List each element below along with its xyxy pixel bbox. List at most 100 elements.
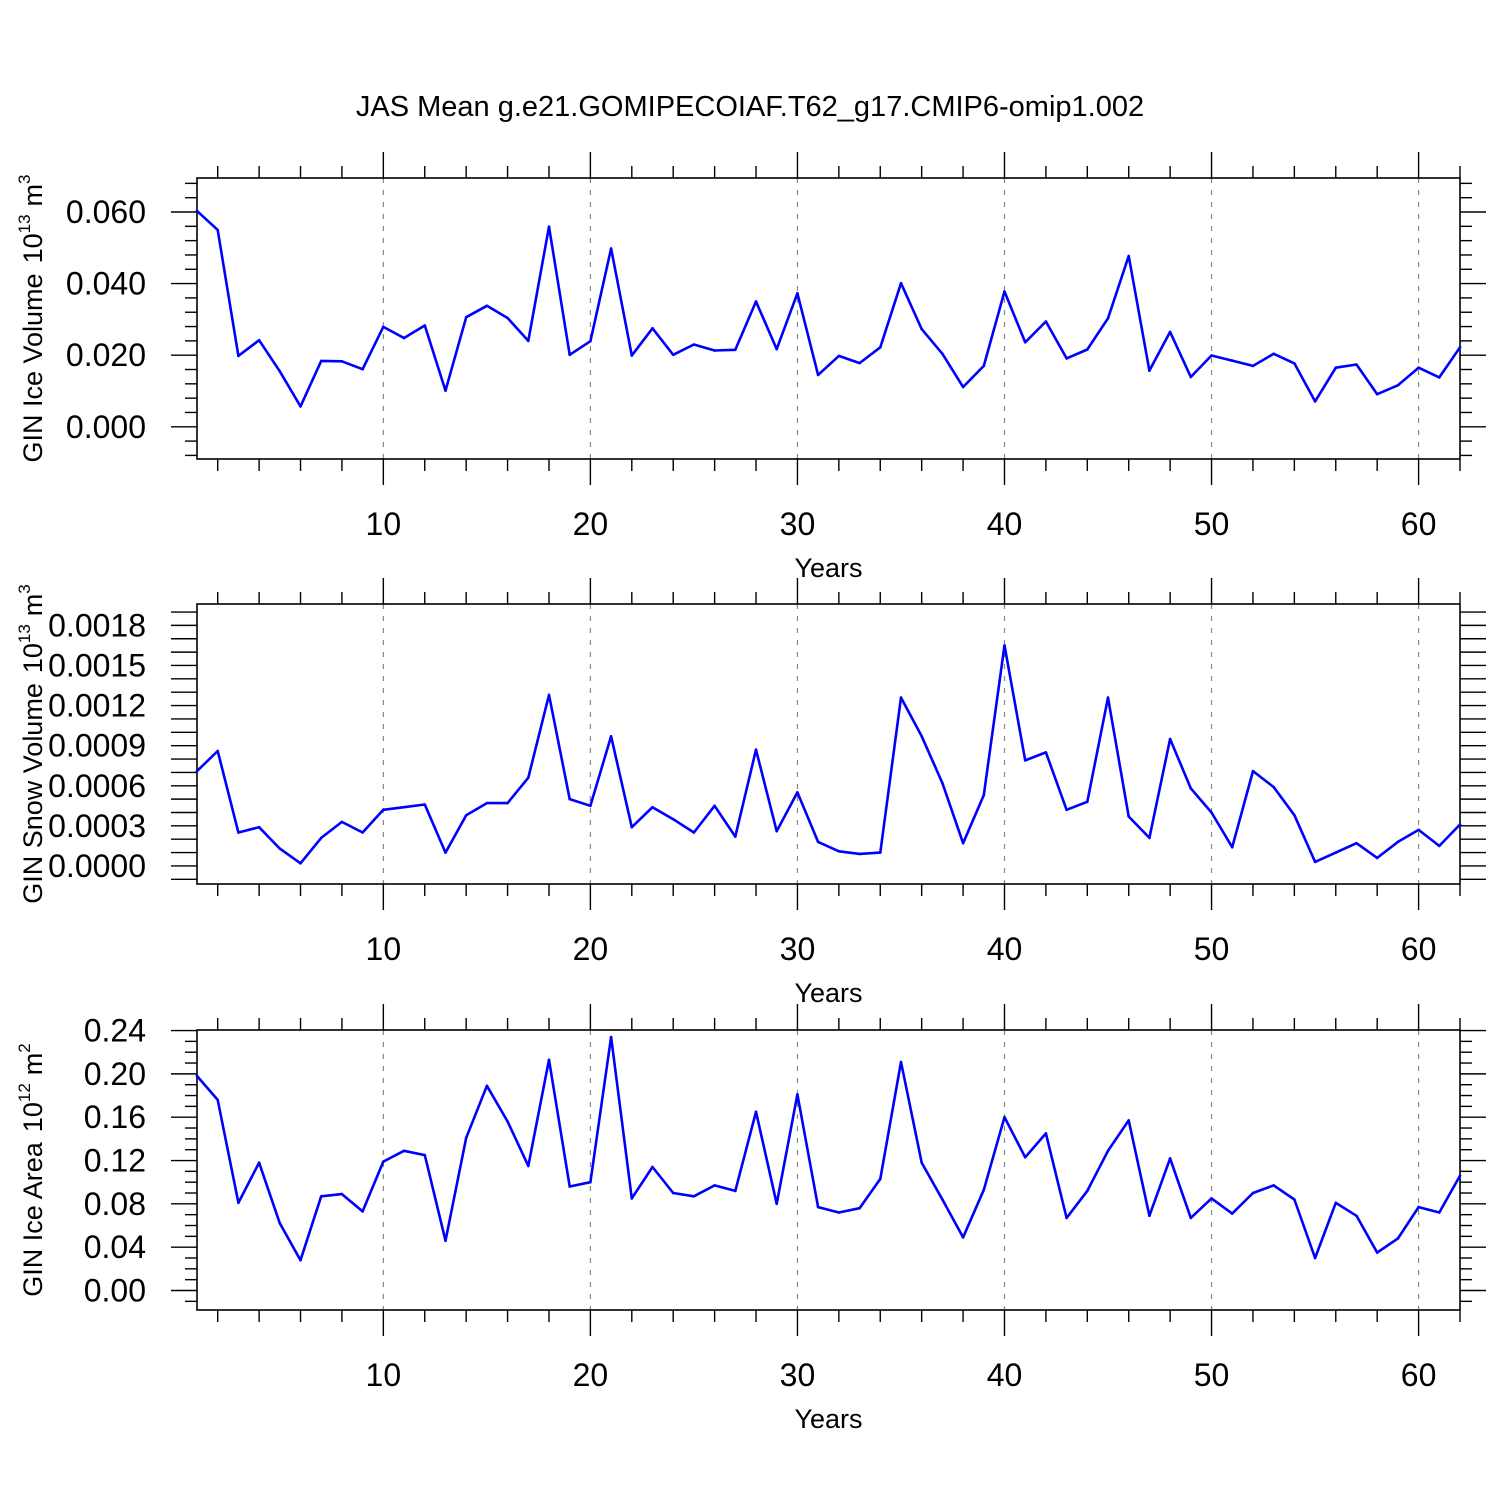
data-point bbox=[568, 353, 571, 357]
data-point bbox=[527, 776, 530, 779]
panel-3: 10 20 30 40 50 60 0.00 0.04 0.08 0.12 0.16 0.20 0.24… bbox=[15, 1004, 1486, 1434]
data-point bbox=[1023, 1156, 1027, 1159]
data-point bbox=[920, 735, 923, 738]
data-point bbox=[319, 359, 323, 363]
data-point bbox=[1148, 369, 1151, 372]
data-point bbox=[796, 1093, 799, 1096]
data-point bbox=[340, 360, 344, 363]
y-title-unit-base: 10 bbox=[18, 233, 48, 263]
y-tick-label: 0.0006 bbox=[48, 768, 146, 804]
data-point bbox=[547, 225, 551, 228]
data-point bbox=[1003, 1115, 1006, 1119]
plot-frame bbox=[196, 603, 1461, 885]
data-point bbox=[1127, 815, 1130, 818]
data-point bbox=[195, 769, 199, 773]
x-tick-label: 30 bbox=[780, 506, 816, 542]
data-point bbox=[1044, 1132, 1048, 1135]
data-point bbox=[1003, 644, 1006, 647]
data-point bbox=[961, 841, 965, 845]
data-point bbox=[713, 1184, 716, 1187]
data-point bbox=[1086, 1189, 1089, 1193]
data-point bbox=[1065, 1216, 1068, 1220]
y-tick-label: 0.20 bbox=[84, 1056, 146, 1092]
data-point bbox=[982, 793, 986, 797]
y-tick-label: 0.040 bbox=[66, 266, 146, 302]
y-title-unit-exp: 13 bbox=[15, 214, 34, 233]
data-point bbox=[423, 803, 427, 806]
data-point bbox=[1168, 1157, 1172, 1160]
data-point bbox=[1458, 346, 1462, 349]
data-point bbox=[941, 1198, 944, 1201]
data-point bbox=[589, 1180, 592, 1184]
data-point bbox=[423, 1153, 427, 1157]
data-point bbox=[506, 801, 509, 805]
y-title-unit-sym-exp: 3 bbox=[15, 584, 34, 593]
data-point bbox=[547, 1058, 551, 1062]
data-point bbox=[1458, 1174, 1462, 1177]
data-point bbox=[1293, 1198, 1296, 1201]
y-tick-label: 0.060 bbox=[66, 194, 146, 230]
y-title-unit-sym: m bbox=[18, 1053, 48, 1076]
data-point bbox=[1417, 366, 1420, 370]
data-point bbox=[1127, 254, 1130, 258]
data-point bbox=[630, 1197, 634, 1200]
data-point bbox=[1272, 1184, 1275, 1187]
y-tick-label: 0.08 bbox=[84, 1186, 146, 1222]
series-line-gin-ice-volume bbox=[195, 209, 1462, 408]
series-line-gin-ice-area bbox=[195, 1035, 1462, 1262]
data-point bbox=[837, 354, 841, 358]
data-point bbox=[1334, 1201, 1338, 1205]
y-tick-label: 0.16 bbox=[84, 1099, 146, 1135]
data-point bbox=[1023, 341, 1027, 344]
data-point bbox=[257, 825, 261, 829]
x-tick-label: 60 bbox=[1401, 506, 1437, 542]
data-point bbox=[1251, 769, 1255, 773]
x-tick-label: 30 bbox=[780, 931, 816, 967]
data-point bbox=[713, 804, 716, 808]
y-tick-label: 0.0003 bbox=[48, 808, 146, 844]
y-title-unit-sym: m bbox=[18, 594, 48, 617]
chart-title: JAS Mean g.e21.GOMIPECOIAF.T62_g17.CMIP6… bbox=[356, 91, 1144, 123]
data-point bbox=[423, 324, 427, 327]
y-tick-label: 0.0000 bbox=[48, 848, 146, 884]
y-tick-label: 0.0009 bbox=[48, 728, 146, 764]
data-point bbox=[444, 851, 447, 854]
data-point bbox=[402, 1149, 406, 1153]
data-point bbox=[464, 315, 468, 319]
y-title-unit-exp: 12 bbox=[15, 1083, 34, 1102]
data-point bbox=[340, 1192, 344, 1196]
data-point bbox=[858, 852, 861, 856]
data-point bbox=[961, 385, 965, 389]
data-point bbox=[340, 820, 344, 824]
data-point bbox=[609, 247, 613, 250]
data-point bbox=[630, 825, 634, 829]
data-point bbox=[1023, 759, 1027, 762]
data-point bbox=[1230, 845, 1234, 849]
data-point bbox=[692, 1195, 696, 1198]
data-point bbox=[1148, 836, 1151, 840]
data-point bbox=[237, 354, 240, 358]
data-point bbox=[899, 1060, 903, 1064]
data-point bbox=[630, 354, 634, 357]
data-point bbox=[1334, 366, 1338, 370]
data-point bbox=[1168, 330, 1172, 334]
data-point bbox=[319, 1195, 323, 1198]
data-point bbox=[1210, 811, 1213, 814]
data-point bbox=[692, 343, 696, 346]
x-tick-label: 10 bbox=[366, 506, 402, 542]
data-point bbox=[1438, 1211, 1441, 1214]
data-point bbox=[1230, 1212, 1234, 1215]
x-tick-label: 30 bbox=[780, 1357, 816, 1393]
y-tick-label: 0.0018 bbox=[48, 607, 146, 643]
data-point bbox=[1438, 844, 1441, 848]
data-point bbox=[464, 1136, 468, 1140]
data-point bbox=[1313, 400, 1317, 403]
data-point bbox=[1003, 290, 1006, 293]
data-point bbox=[361, 831, 364, 834]
data-point bbox=[1458, 823, 1462, 826]
x-tick-label: 50 bbox=[1194, 506, 1230, 542]
data-point bbox=[754, 300, 758, 303]
data-point bbox=[899, 281, 903, 285]
data-point bbox=[402, 805, 406, 809]
data-point bbox=[299, 405, 302, 408]
